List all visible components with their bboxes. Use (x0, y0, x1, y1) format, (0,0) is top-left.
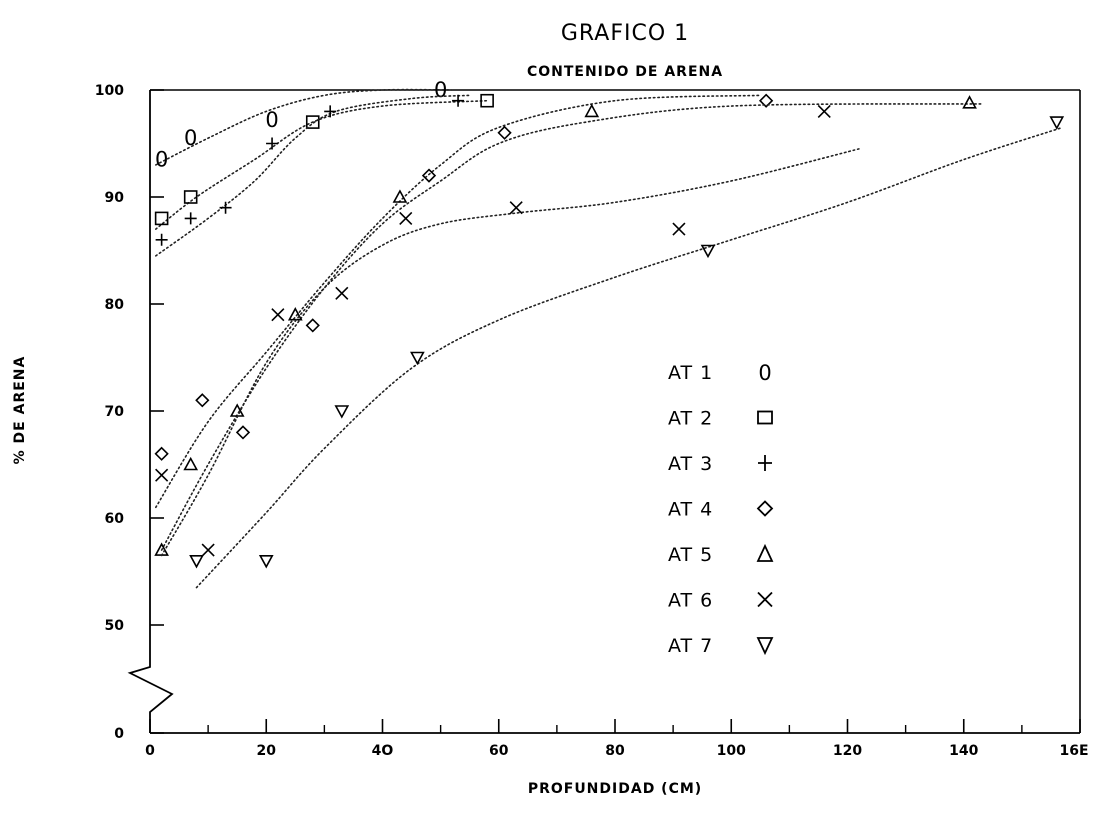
data-point-at3 (324, 105, 337, 118)
data-point-at6 (817, 104, 831, 118)
data-point-at2 (305, 115, 320, 129)
legend-label-at2: AT 2 (668, 408, 713, 430)
data-point-at6 (399, 211, 413, 225)
data-point-at1: 0 (434, 78, 447, 102)
legend-label-at5: AT 5 (668, 544, 713, 566)
trend-line-at3 (155, 94, 471, 257)
data-point-at3 (184, 212, 197, 225)
trend-line-at1 (155, 88, 454, 166)
legend-label-at4: AT 4 (668, 499, 713, 521)
x-tick-label: 60 (489, 743, 509, 759)
data-point-at1: 0 (155, 148, 168, 172)
data-point-at2 (183, 190, 198, 204)
y-tick-label: 60 (105, 511, 125, 527)
y-axis-title: % DE ARENA (12, 356, 28, 465)
legend-symbol-at5 (756, 543, 774, 562)
legend-label-at7: AT 7 (668, 635, 713, 657)
x-tick-label: 100 (717, 743, 746, 759)
data-point-at6 (672, 222, 686, 236)
y-tick-label: 70 (105, 404, 125, 420)
legend-symbol-at1: 0 (758, 361, 771, 385)
chart-title: GRAFICO 1 (561, 21, 689, 46)
data-point-at6 (201, 543, 215, 557)
y-tick-label: 80 (105, 297, 125, 313)
data-point-at5 (584, 103, 600, 118)
data-point-at5 (287, 307, 303, 321)
data-point-at4 (305, 318, 320, 333)
titles: GRAFICO 1 CONTENIDO DE ARENA PROFUNDIDAD… (12, 21, 723, 797)
data-point-at5 (229, 403, 245, 417)
x-tick-label: 4O (372, 743, 394, 759)
data-point-at2 (480, 93, 494, 108)
x-tick-label: 140 (949, 743, 978, 759)
y-tick-label: 90 (105, 190, 125, 206)
x-tick-label: 80 (605, 743, 625, 759)
legend-symbol-at6 (757, 591, 773, 608)
x-tick-label: 0 (145, 743, 155, 759)
data-point-at6 (509, 201, 523, 215)
trend-line-at7 (195, 126, 1064, 589)
data-point-at3 (155, 233, 168, 246)
legend-symbol-at2 (757, 410, 773, 425)
data-point-at4 (195, 393, 210, 408)
x-tick-label: 120 (833, 743, 862, 759)
data-point-at4 (421, 168, 437, 183)
data-point-at6 (335, 286, 349, 300)
data-point-at3 (452, 94, 465, 107)
data-point-at4 (235, 425, 251, 440)
data-point-at5 (392, 189, 408, 203)
data-point-at3 (266, 137, 279, 150)
x-tick-label: 16E (1059, 743, 1088, 759)
y-tick-label: 0 (114, 726, 124, 742)
data-point-at7 (1049, 116, 1065, 130)
chart-subtitle: CONTENIDO DE ARENA (527, 64, 723, 80)
data-point-at1: 0 (265, 108, 278, 132)
data-point-at4 (154, 446, 169, 461)
x-axis-title: PROFUNDIDAD (CM) (528, 781, 702, 797)
trend-line-at4 (155, 94, 762, 509)
data-point-at7 (189, 555, 204, 569)
trend-line-at5 (160, 103, 982, 551)
data-point-at7 (410, 351, 425, 366)
legend-symbol-at7 (756, 637, 774, 656)
data-point-at7 (700, 244, 716, 259)
data-point-at6 (155, 468, 169, 482)
trend-line-at6 (160, 148, 860, 557)
data-point-at3 (219, 201, 232, 214)
data-point-at7 (334, 405, 350, 419)
trend-line-at2 (155, 99, 488, 230)
legend-label-at1: AT 1 (668, 362, 713, 384)
plot-layer: 0 20 4O 60 80 100 120 140 16E050607080901000000A… (95, 78, 1089, 759)
x-tick-label: 20 (257, 743, 277, 759)
y-tick-label: 100 (95, 83, 124, 99)
legend-label-at3: AT 3 (668, 453, 713, 475)
legend-symbol-at3 (758, 455, 772, 471)
data-point-at7 (258, 555, 274, 569)
data-point-at5 (183, 456, 199, 471)
legend-label-at6: AT 6 (668, 590, 713, 612)
data-point-at4 (758, 93, 774, 108)
data-point-at6 (271, 308, 285, 322)
data-point-at2 (154, 211, 169, 226)
y-tick-label: 50 (105, 618, 125, 634)
y-axis-line-with-break (127, 90, 174, 733)
data-point-at1: 0 (184, 126, 197, 150)
data-point-at5 (962, 95, 977, 109)
data-point-at4 (497, 125, 512, 140)
legend-symbol-at4 (756, 500, 774, 517)
